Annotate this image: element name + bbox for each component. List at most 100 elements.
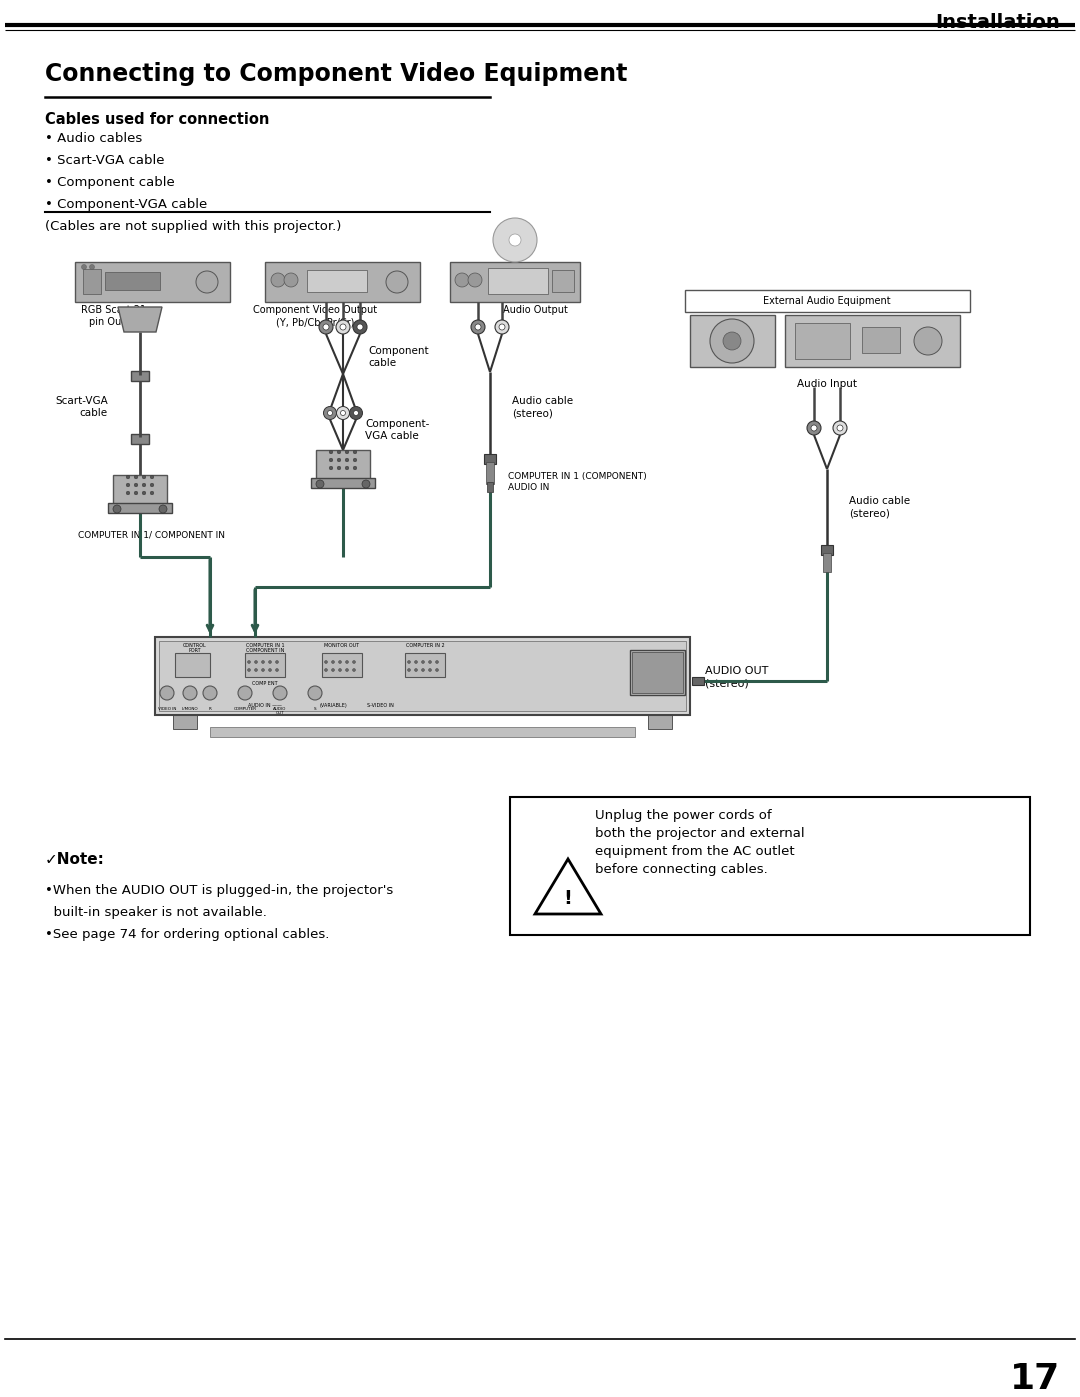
Text: Cables used for connection: Cables used for connection [45, 112, 269, 127]
Circle shape [499, 324, 505, 330]
Text: Component-
VGA cable: Component- VGA cable [365, 419, 430, 441]
Text: COMP ENT: COMP ENT [253, 680, 278, 686]
Circle shape [811, 425, 816, 432]
FancyBboxPatch shape [510, 798, 1030, 935]
Circle shape [273, 686, 287, 700]
Text: COMPUTER IN 1/ COMPONENT IN: COMPUTER IN 1/ COMPONENT IN [78, 529, 225, 539]
Text: COMPUTER: COMPUTER [233, 707, 257, 711]
FancyBboxPatch shape [552, 270, 573, 292]
Text: AUDIO OUT
(stereo): AUDIO OUT (stereo) [705, 666, 768, 689]
Circle shape [324, 407, 337, 419]
Circle shape [353, 411, 359, 415]
Circle shape [340, 411, 346, 415]
Text: (Cables are not supplied with this projector.): (Cables are not supplied with this proje… [45, 219, 341, 233]
FancyBboxPatch shape [75, 263, 230, 302]
FancyBboxPatch shape [488, 268, 548, 293]
Circle shape [329, 458, 333, 462]
Text: MONITOR OUT: MONITOR OUT [324, 643, 360, 648]
FancyBboxPatch shape [105, 272, 160, 291]
Circle shape [415, 661, 418, 664]
Circle shape [346, 661, 349, 664]
Circle shape [126, 483, 130, 486]
Circle shape [435, 661, 438, 664]
Circle shape [407, 669, 410, 672]
FancyBboxPatch shape [322, 652, 362, 678]
Circle shape [195, 271, 218, 293]
Circle shape [159, 504, 167, 513]
Text: 17: 17 [1010, 1362, 1059, 1396]
Text: • Component cable: • Component cable [45, 176, 175, 189]
Circle shape [352, 661, 355, 664]
Text: RGB Scart 21-
pin Output: RGB Scart 21- pin Output [81, 305, 149, 327]
FancyBboxPatch shape [648, 715, 672, 729]
Circle shape [150, 492, 153, 495]
Circle shape [134, 492, 138, 495]
Circle shape [352, 669, 355, 672]
FancyBboxPatch shape [823, 553, 831, 571]
FancyBboxPatch shape [245, 652, 285, 678]
Circle shape [336, 320, 350, 334]
Text: Audio Output: Audio Output [502, 305, 567, 314]
Circle shape [332, 661, 335, 664]
Text: Component
cable: Component cable [368, 346, 429, 369]
Text: ✓Note:: ✓Note: [45, 852, 105, 868]
Circle shape [350, 407, 363, 419]
Circle shape [468, 272, 482, 286]
Text: S: S [313, 707, 316, 711]
Text: •When the AUDIO OUT is plugged-in, the projector's: •When the AUDIO OUT is plugged-in, the p… [45, 884, 393, 897]
Circle shape [833, 420, 847, 434]
Circle shape [275, 669, 279, 672]
Circle shape [509, 235, 521, 246]
Circle shape [255, 661, 257, 664]
Circle shape [492, 218, 537, 263]
Text: Installation: Installation [935, 13, 1059, 32]
Circle shape [415, 669, 418, 672]
FancyBboxPatch shape [131, 372, 149, 381]
Circle shape [113, 504, 121, 513]
Text: THM
INT: THM INT [651, 669, 661, 678]
Circle shape [143, 475, 146, 479]
Circle shape [362, 481, 370, 488]
FancyBboxPatch shape [690, 314, 775, 367]
Circle shape [914, 327, 942, 355]
Circle shape [435, 669, 438, 672]
Circle shape [337, 467, 341, 469]
Circle shape [338, 669, 341, 672]
Circle shape [353, 320, 367, 334]
Text: (VARIABLE): (VARIABLE) [319, 703, 347, 708]
Circle shape [407, 661, 410, 664]
Text: Audio cable
(stereo): Audio cable (stereo) [512, 395, 573, 418]
Circle shape [261, 661, 265, 664]
FancyBboxPatch shape [156, 637, 690, 715]
Circle shape [143, 483, 146, 486]
Circle shape [324, 669, 327, 672]
Circle shape [134, 483, 138, 486]
Circle shape [271, 272, 285, 286]
Text: AUDIO IN ——: AUDIO IN —— [248, 703, 282, 708]
Circle shape [346, 458, 349, 462]
FancyBboxPatch shape [862, 327, 900, 353]
FancyBboxPatch shape [311, 478, 375, 488]
Circle shape [346, 467, 349, 469]
Circle shape [81, 264, 86, 270]
Text: AUDIO
OUT: AUDIO OUT [273, 707, 286, 715]
Circle shape [340, 324, 346, 330]
Circle shape [324, 661, 327, 664]
Circle shape [357, 324, 363, 330]
FancyBboxPatch shape [159, 641, 686, 711]
Text: L/MONO: L/MONO [181, 707, 199, 711]
Circle shape [160, 686, 174, 700]
Circle shape [126, 475, 130, 479]
Circle shape [346, 450, 349, 454]
Circle shape [329, 450, 333, 454]
FancyBboxPatch shape [175, 652, 210, 678]
FancyBboxPatch shape [487, 482, 492, 492]
Circle shape [495, 320, 509, 334]
FancyBboxPatch shape [630, 650, 685, 694]
Circle shape [183, 686, 197, 700]
FancyBboxPatch shape [685, 291, 970, 312]
Circle shape [332, 669, 335, 672]
Polygon shape [118, 307, 162, 332]
FancyBboxPatch shape [307, 270, 367, 292]
Circle shape [353, 458, 356, 462]
